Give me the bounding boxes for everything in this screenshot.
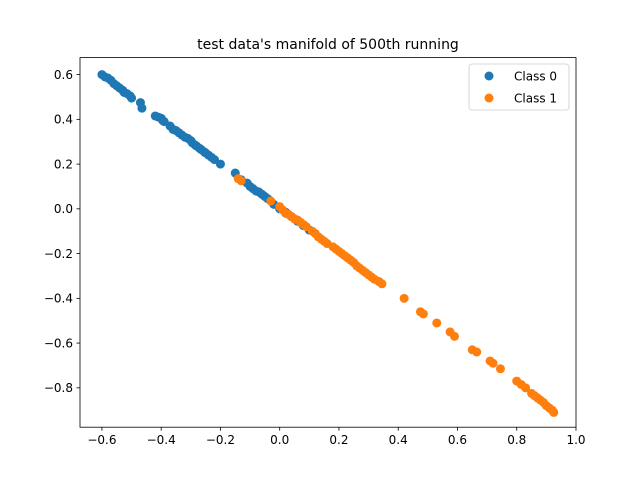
chart-title: test data's manifold of 500th running [197,37,459,53]
points-layer [97,70,559,417]
y-tick-label: 0.6 [54,68,73,82]
point-class-1 [432,318,442,328]
y-tick-label: 0.0 [54,202,73,216]
point-class-1 [399,293,409,303]
y-tick-label: −0.6 [44,336,73,350]
plot-border [79,57,577,428]
y-tick-label: −0.4 [44,292,73,306]
y-tick-label: 0.4 [54,113,73,127]
y-tick-label: 0.2 [54,157,73,171]
point-class-1 [549,407,559,417]
point-class-1 [521,383,531,393]
x-tick-label: 0.6 [448,433,467,447]
x-tick-label: 0.8 [507,433,526,447]
point-class-1 [495,364,505,374]
x-tick-label: 0.0 [270,433,289,447]
x-tick-label: −0.2 [206,433,235,447]
x-tick-label: 0.4 [389,433,408,447]
x-axis: −0.6 −0.4 −0.2 0.0 0.2 0.4 0.6 0.8 1.0 [87,427,586,447]
point-class-1 [377,279,387,289]
point-class-1 [488,358,498,368]
x-tick-label: −0.6 [87,433,116,447]
point-class-1 [266,196,276,206]
legend-marker-class-1 [484,93,494,103]
legend-box [468,63,570,111]
point-class-1 [236,176,246,186]
legend-label-class-0: Class 0 [514,70,557,84]
point-class-0 [127,93,137,103]
y-axis: −0.8 −0.6 −0.4 −0.2 0.0 0.2 0.4 0.6 [44,68,80,395]
point-class-1 [418,309,428,319]
legend-marker-class-0 [484,71,494,81]
legend: Class 0 Class 1 [468,63,570,111]
point-class-1 [472,347,482,357]
x-tick-label: 1.0 [566,433,585,447]
point-class-0 [137,103,147,113]
y-tick-label: −0.2 [44,247,73,261]
legend-label-class-1: Class 1 [514,92,557,106]
point-class-0 [215,159,225,169]
point-class-1 [450,331,460,341]
y-tick-label: −0.8 [44,381,73,395]
x-tick-label: −0.4 [147,433,176,447]
x-tick-label: 0.2 [329,433,348,447]
